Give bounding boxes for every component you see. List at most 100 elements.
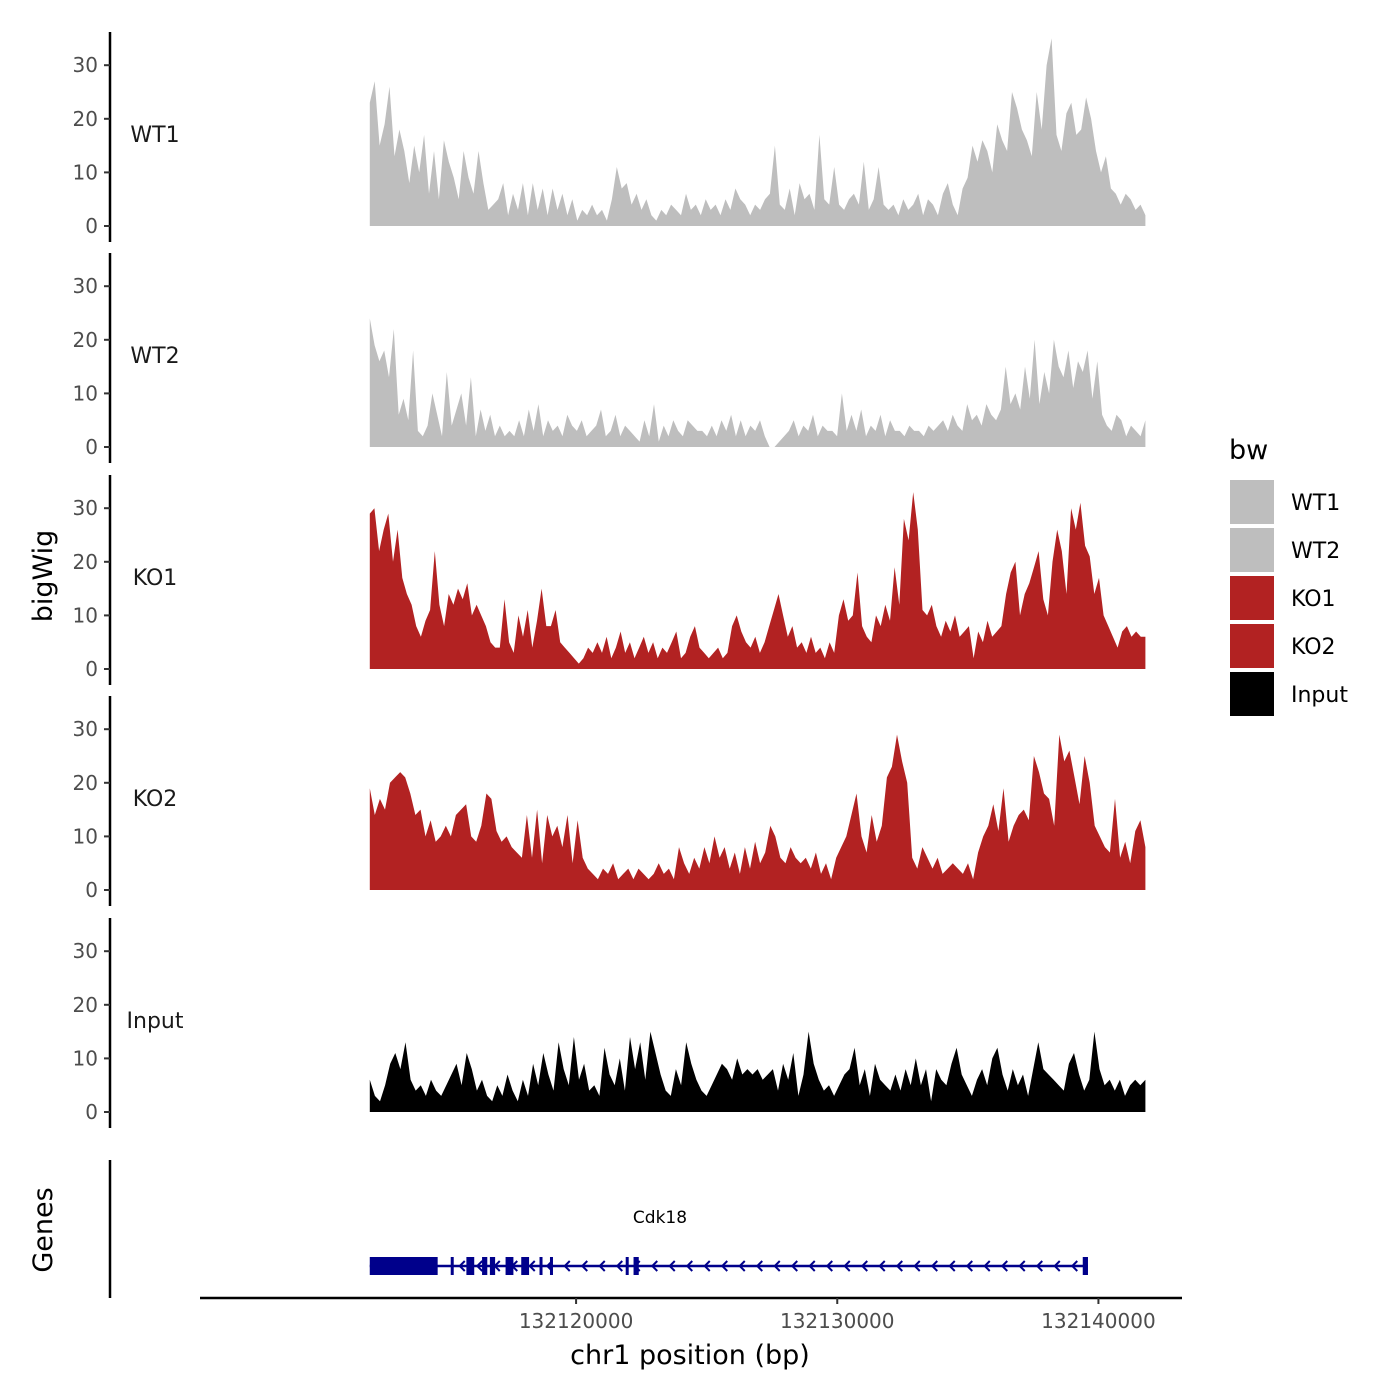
exon-11 <box>633 1257 639 1275</box>
y-tick-label-input-10: 10 <box>73 1046 98 1070</box>
y-tick-label-ko2-30: 30 <box>73 717 98 741</box>
legend: bw WT1 WT2 KO1 KO2 Input <box>1229 435 1348 716</box>
strand-arrow <box>598 1260 606 1272</box>
x-axis: 132120000 132130000 132140000 <box>200 1296 1182 1333</box>
exon-5 <box>489 1257 496 1275</box>
legend-label-wt1: WT1 <box>1291 491 1340 516</box>
y-tick-label-ko2-20: 20 <box>73 771 98 795</box>
y-tick-label-wt1-20: 20 <box>73 107 98 131</box>
x-tick-label-132120000: 132120000 <box>519 1309 634 1333</box>
y-tick-label-wt2-0: 0 <box>85 435 98 459</box>
y-tick-label-wt2-20: 20 <box>73 328 98 352</box>
y-tick-label-ko1-10: 10 <box>73 603 98 627</box>
legend-swatch-ko1 <box>1230 576 1274 620</box>
y-tick-label-input-30: 30 <box>73 939 98 963</box>
strand-arrow <box>913 1260 921 1272</box>
legend-title: bw <box>1229 435 1268 466</box>
track-ko2: 0 10 20 30 KO2 <box>73 696 1146 906</box>
strand-arrow <box>1018 1260 1026 1272</box>
track-input: 0 10 20 30 Input <box>73 918 1146 1128</box>
strand-arrow <box>825 1260 833 1272</box>
track-wt2: 0 10 20 30 WT2 <box>73 253 1146 463</box>
x-tick-label-132130000: 132130000 <box>780 1309 895 1333</box>
track-label-ko2: KO2 <box>133 787 178 812</box>
strand-arrow <box>668 1260 676 1272</box>
exon-2 <box>450 1257 454 1275</box>
strand-arrow <box>965 1260 973 1272</box>
strand-arrow <box>755 1260 763 1272</box>
strand-arrow <box>458 1260 466 1272</box>
y-tick-label-wt1-10: 10 <box>73 160 98 184</box>
genes-axis-title: Genes <box>28 1187 59 1272</box>
strand-arrow <box>860 1260 868 1272</box>
strand-arrow <box>843 1260 851 1272</box>
gene-label: Cdk18 <box>633 1208 687 1228</box>
legend-swatch-input <box>1230 672 1274 716</box>
track-label-input: Input <box>127 1009 184 1034</box>
y-tick-label-wt2-10: 10 <box>73 381 98 405</box>
strand-arrow <box>790 1260 798 1272</box>
legend-label-ko2: KO2 <box>1291 635 1336 660</box>
strand-arrow <box>720 1260 728 1272</box>
y-tick-label-ko1-30: 30 <box>73 496 98 520</box>
exon-4 <box>482 1257 488 1275</box>
y-tick-label-ko2-0: 0 <box>85 878 98 902</box>
strand-arrow <box>1035 1260 1043 1272</box>
y-tick-label-ko1-20: 20 <box>73 550 98 574</box>
genes-layer: Cdk18 <box>108 1160 1088 1298</box>
track-label-wt1: WT1 <box>130 123 179 148</box>
exon-7 <box>521 1257 530 1275</box>
strand-arrow <box>1000 1260 1008 1272</box>
strand-arrow <box>475 1260 483 1272</box>
track-wt1: 0 10 20 30 WT1 <box>73 32 1146 242</box>
y-tick-label-ko1-0: 0 <box>85 657 98 681</box>
x-tick-label-132140000: 132140000 <box>1041 1309 1156 1333</box>
track-ko1: 0 10 20 30 KO1 <box>73 475 1146 685</box>
y-axis-title: bigWig <box>28 530 59 623</box>
strand-arrow <box>528 1260 536 1272</box>
strand-arrow <box>930 1260 938 1272</box>
strand-arrow <box>1053 1260 1061 1272</box>
area-input <box>369 1031 1146 1112</box>
legend-label-input: Input <box>1291 683 1348 708</box>
legend-label-ko1: KO1 <box>1291 587 1336 612</box>
exon-1 <box>369 1257 438 1275</box>
strand-arrow <box>703 1260 711 1272</box>
y-tick-label-wt1-30: 30 <box>73 53 98 77</box>
exon-3 <box>466 1257 475 1275</box>
strand-arrow <box>685 1260 693 1272</box>
x-axis-title: chr1 position (bp) <box>570 1340 810 1371</box>
exon-10 <box>625 1257 629 1275</box>
y-tick-label-input-20: 20 <box>73 993 98 1017</box>
strand-arrow <box>808 1260 816 1272</box>
area-wt1 <box>369 38 1146 227</box>
exon-9 <box>549 1257 553 1275</box>
exon-8 <box>539 1257 543 1275</box>
y-tick-label-wt2-30: 30 <box>73 274 98 298</box>
y-tick-label-ko2-10: 10 <box>73 824 98 848</box>
y-tick-label-input-0: 0 <box>85 1100 98 1124</box>
strand-arrow <box>563 1260 571 1272</box>
strand-arrow <box>580 1260 588 1272</box>
legend-label-wt2: WT2 <box>1291 539 1340 564</box>
strand-arrow <box>650 1260 658 1272</box>
legend-swatch-wt2 <box>1230 528 1274 572</box>
exon-6 <box>505 1257 514 1275</box>
exon-12 <box>1082 1257 1088 1275</box>
area-ko1 <box>369 492 1146 669</box>
gene-cdk18: Cdk18 <box>369 1208 1088 1275</box>
area-ko2 <box>369 734 1146 890</box>
area-wt2 <box>369 318 1146 447</box>
strand-arrow <box>738 1260 746 1272</box>
track-label-wt2: WT2 <box>130 344 179 369</box>
legend-swatch-wt1 <box>1230 480 1274 524</box>
legend-swatch-ko2 <box>1230 624 1274 668</box>
strand-arrow <box>1070 1260 1078 1272</box>
strand-arrow <box>615 1260 623 1272</box>
track-label-ko1: KO1 <box>133 566 178 591</box>
strand-arrow <box>983 1260 991 1272</box>
strand-arrow <box>773 1260 781 1272</box>
tracks-layer: 0 10 20 30 WT1 0 10 20 30 WT2 0 10 20 30 KO1 0 10 20 30 KO2… <box>73 32 1146 1128</box>
